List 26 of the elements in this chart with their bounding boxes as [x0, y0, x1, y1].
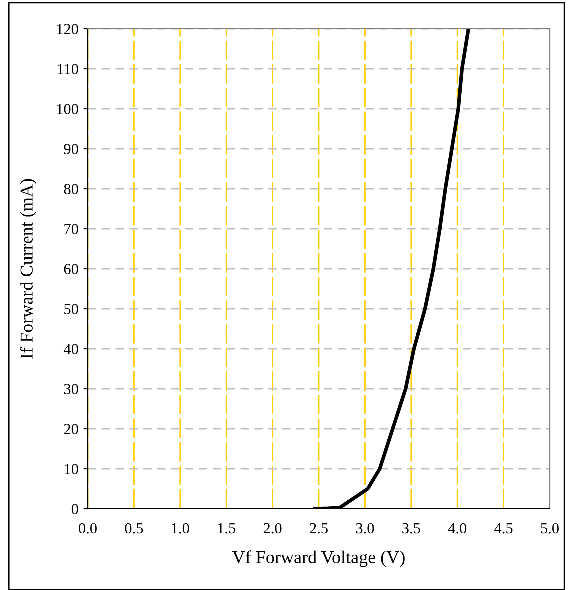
- y-tick-label: 100: [57, 104, 78, 114]
- y-tick-label: 90: [64, 144, 78, 154]
- y-tick-label: 20: [64, 424, 78, 434]
- y-axis-title: If Forward Current (mA): [20, 179, 37, 359]
- x-tick-label: 4.0: [448, 523, 467, 534]
- x-tick-label: 2.5: [310, 523, 328, 534]
- y-tick-label: 10: [65, 464, 78, 474]
- y-tick-label: 40: [64, 344, 78, 354]
- y-tick-label: 120: [57, 24, 78, 34]
- x-tick-label: 0.5: [125, 523, 144, 534]
- x-tick-label: 2.0: [264, 523, 282, 534]
- y-tick-label: 0: [72, 504, 78, 514]
- y-tick-label: 30: [64, 384, 78, 394]
- x-tick-label: 5.0: [541, 523, 559, 534]
- y-tick-label: 60: [64, 264, 78, 274]
- x-axis-title: Vf Forward Voltage (V): [232, 550, 405, 568]
- x-tick-label: 0.0: [79, 523, 97, 534]
- y-tick-label: 80: [64, 184, 78, 194]
- y-tick-label: 70: [64, 224, 78, 234]
- y-tick-label: 50: [64, 304, 78, 314]
- x-tick-label: 1.5: [218, 523, 236, 534]
- y-tick-label: 110: [58, 64, 78, 74]
- x-tick-label: 4.5: [494, 523, 513, 534]
- x-tick-label: 1.0: [172, 523, 190, 534]
- x-tick-label: 3.5: [402, 523, 420, 534]
- x-tick-label: 3.0: [356, 523, 374, 534]
